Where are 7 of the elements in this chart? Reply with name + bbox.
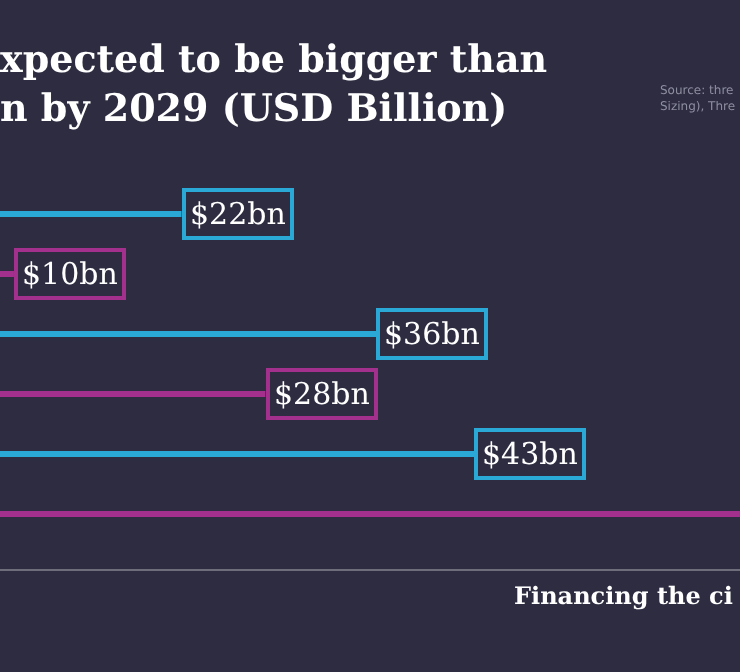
data-label: $22bn (190, 196, 287, 232)
text: Financing the ci (514, 582, 734, 610)
data-label: $43bn (482, 436, 579, 472)
data-label: $10bn (22, 256, 119, 292)
data-label: $36bn (384, 316, 481, 352)
data-label: $28bn (274, 376, 371, 412)
chart-title: xpected to be bigger than n by 2029 (USD Billion) (0, 38, 548, 132)
